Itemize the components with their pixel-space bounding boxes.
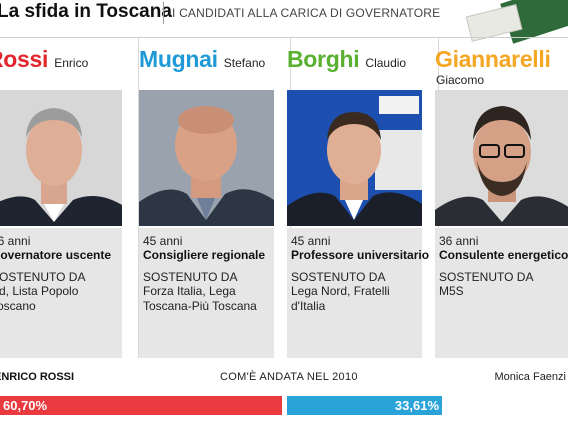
candidate-surname-text: Mugnai [139, 46, 218, 72]
results-value-rossi: 60,70% [3, 398, 48, 413]
supported-by-label: SOSTENUTO DA [143, 270, 238, 284]
results-title: COM'È ANDATA NEL 2010 [220, 371, 358, 383]
candidate-card-mugnai: Mugnai Stefano 45 anni Consigliere regio… [139, 38, 291, 358]
candidate-age: 66 anni [0, 234, 31, 248]
supported-by-parties: M5S [439, 284, 464, 298]
supported-by-label: SOSTENUTO DA [439, 270, 534, 284]
candidate-surname: Borghi Claudio [287, 46, 406, 73]
candidate-info-panel: 45 anni Professore universitario SOSTENU… [287, 228, 429, 358]
candidate-info-panel: 45 anni Consigliere regionale SOSTENUTO … [139, 228, 274, 358]
supported-by-parties: Forza Italia, Lega Toscana-Più Toscana [143, 284, 257, 313]
candidate-age: 45 anni [143, 234, 183, 248]
candidate-surname-text: Giannarelli [435, 46, 551, 72]
candidate-surname: Rossi Enrico [0, 46, 88, 73]
candidate-firstname: Stefano [223, 56, 266, 70]
header: La sfida in Toscana I CANDIDATI ALLA CAR… [0, 0, 568, 44]
candidate-card-borghi: Borghi Claudio 45 anni Professore univer… [287, 38, 439, 358]
candidate-photo [287, 90, 422, 226]
results-value-faenzi: 33,61% [394, 398, 439, 413]
candidate-role: Professore universitario [291, 248, 430, 262]
results-left-candidate: ENRICO ROSSI [0, 371, 75, 383]
results-right-candidate: Monica Faenzi [494, 371, 566, 383]
candidate-age: 45 anni [291, 234, 331, 248]
candidate-surname: Mugnai Stefano [139, 46, 265, 73]
candidate-photo [435, 90, 568, 226]
candidate-info-panel: 36 anni Consulente energetico SOSTENUTO … [435, 228, 568, 358]
candidate-surname-text: Borghi [287, 46, 360, 72]
candidate-role: Consulente energetico [439, 248, 568, 262]
results-2010-section: ENRICO ROSSI COM'È ANDATA NEL 2010 Monic… [0, 364, 568, 424]
candidate-role: Governatore uscente [0, 248, 112, 262]
candidate-card-giannarelli: Giannarelli Giacomo 36 anni Consulente e… [435, 38, 568, 358]
candidate-role: Consigliere regionale [143, 248, 266, 262]
candidate-info-panel: 66 anni Governatore uscente SOSTENUTO DA… [0, 228, 122, 358]
results-bar-rossi: 60,70% [0, 396, 282, 415]
header-rule [0, 37, 568, 38]
candidate-card-rossi: Rossi Enrico 66 anni Governatore uscente… [0, 38, 139, 358]
page-title: La sfida in Toscana [0, 1, 172, 22]
supported-by-parties: Pd, Lista Popolo Toscano [0, 284, 79, 313]
candidate-photo [0, 90, 122, 226]
header-divider [163, 2, 164, 24]
candidate-photo [139, 90, 274, 226]
supported-by-parties: Lega Nord, Fratelli d'Italia [291, 284, 390, 313]
supported-by-label: SOSTENUTO DA [0, 270, 86, 284]
results-bar-faenzi: 33,61% [287, 396, 442, 415]
candidate-firstname: Giacomo [436, 73, 485, 87]
candidate-age: 36 anni [439, 234, 479, 248]
candidate-surname-text: Rossi [0, 46, 49, 72]
page-subtitle: I CANDIDATI ALLA CARICA DI GOVERNATORE [172, 6, 441, 20]
candidate-surname: Giannarelli [435, 46, 551, 73]
candidate-firstname: Enrico [54, 56, 89, 70]
card-separator [138, 38, 139, 358]
supported-by-label: SOSTENUTO DA [291, 270, 386, 284]
candidate-firstname: Claudio [365, 56, 407, 70]
